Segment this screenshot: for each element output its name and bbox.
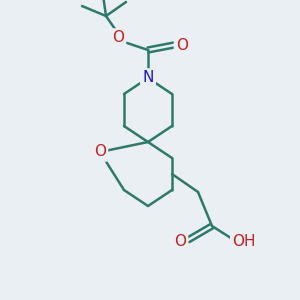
Text: N: N <box>142 70 154 86</box>
Text: O: O <box>174 235 186 250</box>
Text: OH: OH <box>232 235 256 250</box>
Text: O: O <box>94 145 106 160</box>
Text: O: O <box>176 38 188 52</box>
Text: O: O <box>112 31 124 46</box>
